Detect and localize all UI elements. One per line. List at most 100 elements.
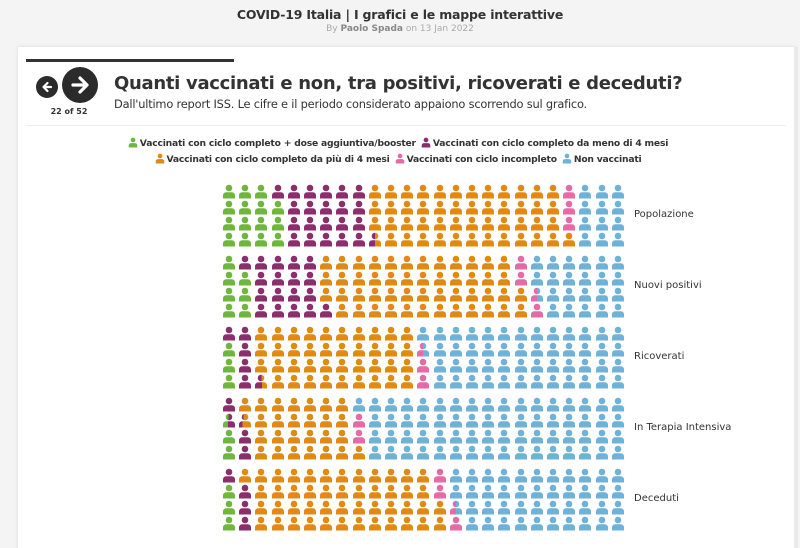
- person-icon: [595, 184, 609, 199]
- person-icon: [449, 468, 463, 483]
- next-slide-button[interactable]: [62, 67, 98, 103]
- person-icon: [611, 287, 625, 302]
- person-icon: [271, 255, 285, 270]
- person-icon: [335, 200, 349, 215]
- person-icon: [222, 500, 236, 515]
- story-card: 22 of 52 Quanti vaccinati e non, tra pos…: [18, 47, 795, 548]
- person-icon: [530, 200, 544, 215]
- person-icon: [416, 397, 430, 412]
- person-icon: [384, 255, 398, 270]
- person-icon: [319, 287, 333, 302]
- person-icon: [433, 484, 447, 499]
- waffle-group[interactable]: In Terapia Intensiva: [222, 397, 731, 461]
- person-icon: [481, 500, 495, 515]
- group-label: Ricoverati: [634, 351, 685, 362]
- person-icon: [530, 445, 544, 460]
- person-icon: [497, 484, 511, 499]
- group-label: Nuovi positivi: [634, 280, 702, 291]
- author-name[interactable]: Paolo Spada: [340, 24, 403, 34]
- person-icon: [384, 303, 398, 318]
- person-icon: [465, 374, 479, 389]
- person-icon: [222, 342, 236, 357]
- legend-item-older[interactable]: Vaccinati con ciclo completo da più di 4…: [155, 153, 390, 169]
- person-icon: [271, 200, 285, 215]
- person-icon: [449, 374, 463, 389]
- person-icon: [222, 429, 236, 444]
- person-icon: [497, 374, 511, 389]
- person-icon: [433, 200, 447, 215]
- legend-item-incomplete[interactable]: Vaccinati con ciclo incompleto: [395, 153, 557, 169]
- waffle-group[interactable]: Popolazione: [222, 184, 694, 248]
- person-icon: [303, 216, 317, 231]
- person-icon: [287, 468, 301, 483]
- scrollbar[interactable]: [794, 47, 798, 548]
- legend-item-unvaccinated[interactable]: Non vaccinati: [562, 153, 642, 169]
- legend-item-recent[interactable]: Vaccinati con ciclo completo da meno di …: [421, 137, 668, 153]
- person-icon: [465, 342, 479, 357]
- person-icon: [303, 271, 317, 286]
- person-icon: [368, 500, 382, 515]
- person-icon: [497, 287, 511, 302]
- person-icon: [611, 468, 625, 483]
- person-icon: [578, 484, 592, 499]
- person-icon: [238, 468, 252, 483]
- person-icon: [562, 200, 576, 215]
- person-icon: [254, 374, 268, 389]
- person-icon: [335, 342, 349, 357]
- person-icon: [222, 358, 236, 373]
- person-icon: [449, 358, 463, 373]
- person-icon: [497, 468, 511, 483]
- group-label: Deceduti: [634, 493, 679, 504]
- person-icon: [562, 255, 576, 270]
- person-icon: [400, 484, 414, 499]
- person-icon: [384, 500, 398, 515]
- divider: [26, 125, 786, 126]
- person-icon: [416, 484, 430, 499]
- previous-slide-button[interactable]: [36, 76, 58, 98]
- person-icon: [384, 271, 398, 286]
- waffle-group[interactable]: Ricoverati: [222, 326, 684, 390]
- person-icon: [368, 303, 382, 318]
- person-icon: [546, 500, 560, 515]
- person-icon: [368, 516, 382, 531]
- chart-legend: Vaccinati con ciclo completo + dose aggi…: [18, 137, 778, 169]
- person-icon: [352, 287, 366, 302]
- person-icon: [562, 303, 576, 318]
- person-icon: [319, 326, 333, 341]
- person-icon: [287, 397, 301, 412]
- person-icon: [514, 200, 528, 215]
- person-icon: [287, 500, 301, 515]
- person-icon: [481, 445, 495, 460]
- person-icon: [400, 342, 414, 357]
- person-icon: [481, 255, 495, 270]
- person-icon: [465, 326, 479, 341]
- person-icon: [287, 484, 301, 499]
- person-icon: [530, 516, 544, 531]
- person-icon: [514, 232, 528, 247]
- person-icon: [465, 445, 479, 460]
- person-icon: [433, 429, 447, 444]
- person-icon: [319, 429, 333, 444]
- waffle-group[interactable]: Nuovi positivi: [222, 255, 702, 319]
- person-icon: [352, 326, 366, 341]
- person-icon: [497, 445, 511, 460]
- person-icon: [433, 468, 447, 483]
- person-icon: [514, 184, 528, 199]
- waffle-group[interactable]: Deceduti: [222, 468, 679, 532]
- person-icon: [514, 484, 528, 499]
- person-icon: [433, 397, 447, 412]
- legend-item-booster[interactable]: Vaccinati con ciclo completo + dose aggi…: [128, 137, 416, 153]
- person-icon: [449, 255, 463, 270]
- person-icon: [546, 413, 560, 428]
- site-header: COVID-19 Italia | I grafici e le mappe i…: [0, 0, 800, 48]
- person-icon: [271, 413, 285, 428]
- person-icon: [578, 184, 592, 199]
- person-icon: [433, 374, 447, 389]
- person-icon: [595, 397, 609, 412]
- person-icon: [384, 342, 398, 357]
- person-icon: [433, 303, 447, 318]
- person-icon: [384, 358, 398, 373]
- person-icon: [254, 484, 268, 499]
- person-icon: [481, 326, 495, 341]
- byline: By Paolo Spada on 13 Jan 2022: [0, 24, 800, 34]
